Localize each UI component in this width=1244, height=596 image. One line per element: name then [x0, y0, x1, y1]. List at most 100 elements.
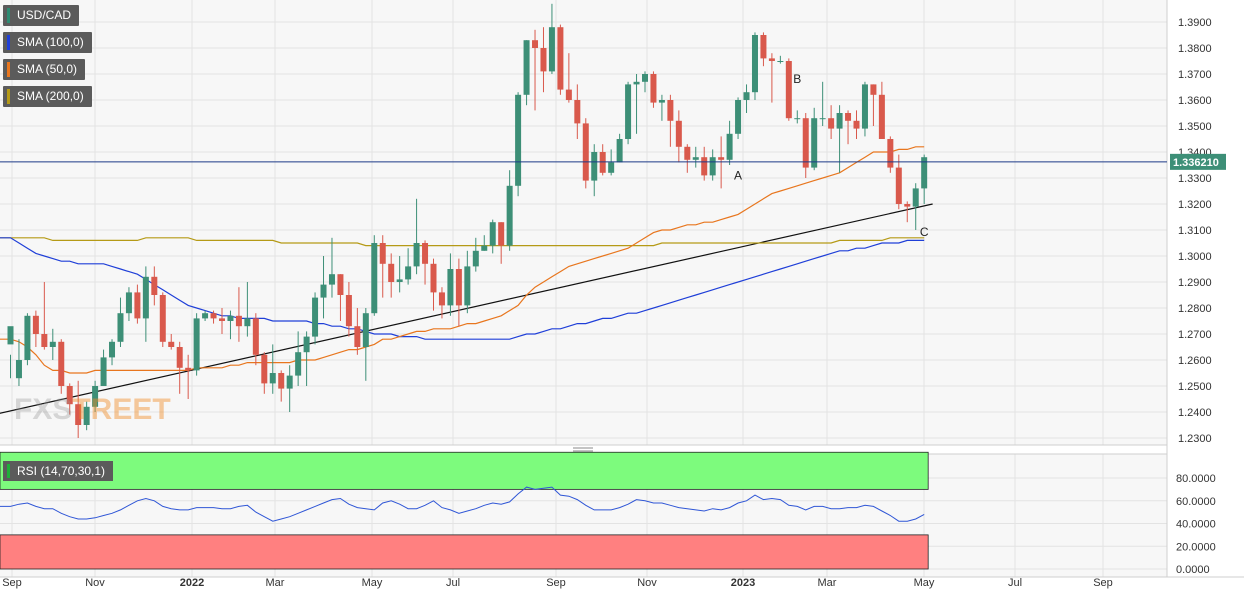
candle-body [396, 279, 403, 282]
candle-body [422, 243, 429, 264]
legend-usdcad[interactable]: USD/CAD [3, 5, 80, 26]
price-tick-label: 1.3800 [1178, 43, 1212, 55]
candle-body [515, 94, 522, 186]
price-tick-label: 1.3900 [1178, 17, 1212, 29]
time-tick-label: May [362, 577, 383, 589]
legend-rsi-swatch [7, 464, 10, 478]
time-tick-label: Nov [85, 577, 105, 589]
rsi-tick-label: 80.0000 [1176, 473, 1216, 485]
candle-body [295, 352, 302, 376]
candle-body [777, 61, 784, 62]
candle-body [92, 386, 99, 407]
candle-body [151, 276, 158, 295]
trendline [0, 203, 933, 414]
candle-body [912, 188, 919, 207]
candle-body [726, 133, 733, 160]
candle-body [684, 146, 691, 160]
candle-body [320, 284, 327, 298]
candle-body [252, 318, 259, 355]
candle-body [303, 336, 310, 353]
price-tick-label: 1.3100 [1178, 225, 1212, 237]
candle-body [616, 139, 623, 163]
candle-body [109, 341, 116, 358]
price-tick-label: 1.2900 [1178, 277, 1212, 289]
candle-body [650, 74, 657, 103]
candle-body [286, 375, 293, 389]
legend-sma200[interactable]: SMA (200,0) [3, 86, 92, 107]
sma50-line [0, 146, 925, 374]
candle-body [142, 276, 149, 319]
time-tick-label: Sep [2, 577, 22, 589]
rsi-tick-label: 60.0000 [1176, 496, 1216, 508]
candle-body [261, 354, 268, 384]
candle-body [743, 92, 750, 100]
candle-body [202, 313, 209, 319]
candle-body [15, 360, 22, 379]
legend-sma100[interactable]: SMA (100,0) [3, 32, 92, 53]
candle-body [701, 157, 708, 176]
candle-body [887, 139, 894, 168]
candle-body [828, 118, 835, 129]
rsi-overbought-zone [0, 451, 929, 490]
candle-body [785, 61, 792, 119]
legend-sma100-label: SMA (100,0) [17, 35, 84, 49]
rsi-tick-label: 0.0000 [1176, 564, 1210, 576]
candle-body [379, 243, 386, 264]
price-tick-label: 1.2500 [1178, 381, 1212, 393]
legend-sma50[interactable]: SMA (50,0) [3, 59, 86, 80]
time-tick-label: 2022 [180, 577, 204, 589]
candle-body [210, 313, 217, 319]
candle-body [895, 167, 902, 204]
candle-body [41, 334, 48, 347]
time-tick-label: Mar [266, 577, 285, 589]
candle-body [608, 162, 615, 173]
candle-body [489, 222, 496, 246]
candle-body [362, 313, 369, 347]
fxstreet-watermark: FXSTREET [14, 393, 171, 427]
candle-body [548, 27, 555, 72]
candle-body [66, 386, 73, 405]
candle-body [845, 113, 852, 121]
price-tick-label: 1.3300 [1178, 173, 1212, 185]
price-tick-label: 1.2300 [1178, 433, 1212, 445]
price-tick-label: 1.3200 [1178, 199, 1212, 211]
price-tick-label: 1.3500 [1178, 121, 1212, 133]
candle-body [692, 157, 699, 160]
time-tick-label: Mar [818, 577, 837, 589]
candle-body [481, 245, 488, 251]
candle-body [751, 35, 758, 93]
price-tick-label: 1.2800 [1178, 303, 1212, 315]
candle-body [100, 357, 107, 386]
candle-body [540, 48, 547, 72]
candle-body [405, 266, 412, 280]
price-tick-label: 1.2700 [1178, 329, 1212, 341]
candle-body [557, 27, 564, 90]
candle-body [464, 266, 471, 306]
candle-body [278, 373, 285, 389]
candle-body [802, 118, 809, 168]
legend-rsi[interactable]: RSI (14,70,30,1) [3, 461, 114, 481]
candle-body [168, 341, 175, 347]
candle-body [498, 222, 505, 246]
candle-body [709, 157, 716, 176]
candle-body [447, 269, 454, 306]
candle-body [244, 318, 251, 327]
candle-body [811, 118, 818, 168]
candle-body [176, 347, 183, 368]
annotation-a: A [734, 168, 742, 182]
candle-body [345, 295, 352, 327]
annotation-c: C [920, 225, 929, 239]
candle-body [7, 326, 14, 345]
rsi-tick-label: 20.0000 [1176, 541, 1216, 553]
candle-body [633, 81, 640, 85]
candle-body [185, 367, 192, 371]
price-tick-label: 1.3600 [1178, 95, 1212, 107]
time-tick-label: Jul [1008, 577, 1022, 589]
candle-body [455, 269, 462, 306]
time-tick-label: Jul [446, 577, 460, 589]
candle-body [675, 120, 682, 147]
candle-body [371, 243, 378, 314]
candle-body [413, 243, 420, 267]
legend-usdcad-label: USD/CAD [17, 8, 72, 22]
